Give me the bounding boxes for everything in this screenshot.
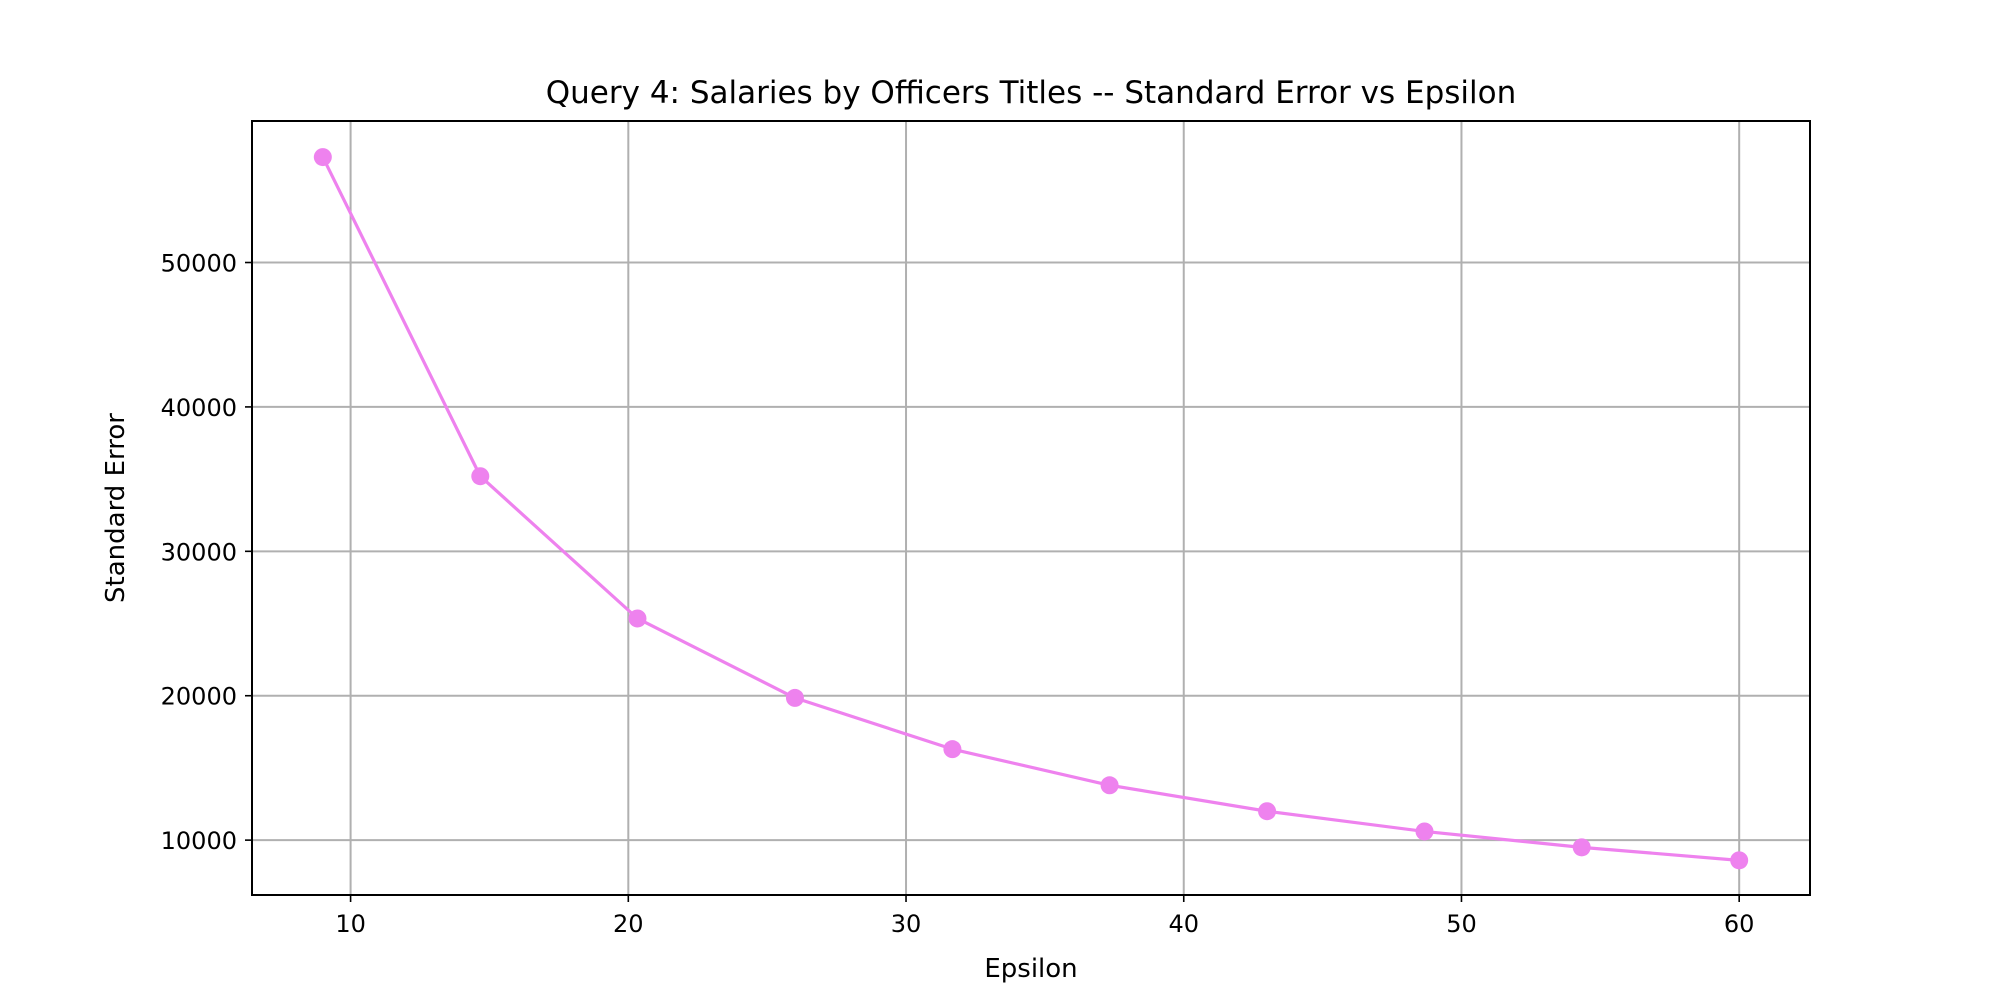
data-point [313,148,332,167]
tick-layer: 10 20 30 40 50 60 10000 20000 30000 40000 50000 [161,250,1755,938]
data-point [628,609,647,628]
y-axis-label: Standard Error [101,413,131,603]
data-point [1572,838,1591,857]
y-tick-label: 20000 [161,683,237,711]
x-tick-label: 20 [613,910,644,938]
data-point [785,688,804,707]
data-point [471,467,490,486]
x-axis-label: Epsilon [984,954,1077,984]
x-tick-label: 10 [335,910,366,938]
data-point [1100,776,1119,795]
data-point [1730,851,1749,870]
x-tick-label: 60 [1724,910,1755,938]
series-layer [313,148,1749,870]
x-tick-label: 50 [1446,910,1477,938]
y-tick-label: 40000 [161,394,237,422]
series-line [321,156,1740,862]
y-tick-label: 50000 [161,250,237,278]
x-tick-label: 40 [1168,910,1199,938]
x-tick-label: 30 [891,910,922,938]
data-point [1415,822,1434,841]
chart-title: Query 4: Salaries by Officers Titles -- … [546,75,1517,111]
data-point [943,740,962,759]
plot-frame [251,120,1811,896]
y-tick-label: 10000 [161,827,237,855]
data-point [1258,802,1277,821]
grid-layer [252,121,1810,895]
y-tick-label: 30000 [161,538,237,566]
